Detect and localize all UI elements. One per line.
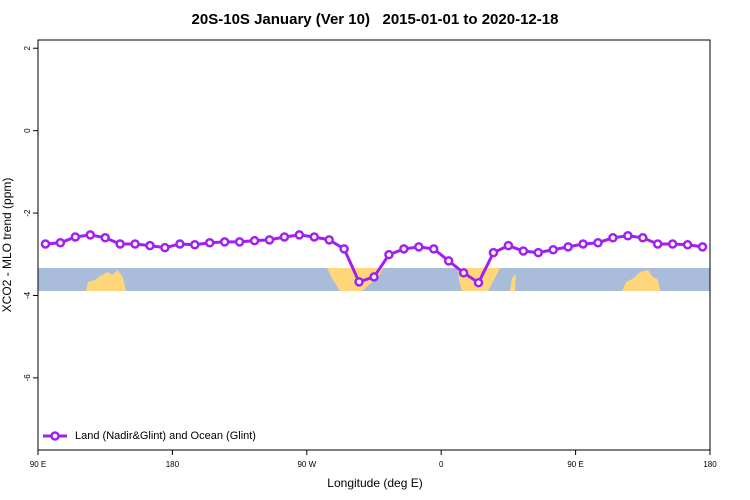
point bbox=[578, 239, 588, 249]
point bbox=[667, 239, 678, 249]
y-tick-label: -4 bbox=[23, 291, 32, 299]
land bbox=[86, 270, 126, 291]
point bbox=[548, 244, 558, 255]
x-tick-label: 90 E bbox=[30, 460, 46, 469]
point bbox=[414, 242, 424, 252]
point bbox=[428, 244, 439, 254]
point bbox=[40, 239, 51, 249]
point bbox=[384, 249, 394, 260]
x-tick-label: 180 bbox=[166, 460, 180, 469]
land bbox=[622, 270, 660, 291]
point bbox=[85, 230, 96, 240]
point bbox=[608, 233, 618, 243]
point bbox=[652, 239, 663, 249]
point bbox=[145, 240, 155, 251]
point bbox=[115, 239, 125, 249]
chart-title: 20S-10S January (Ver 10) 2015-01-01 to 2… bbox=[192, 11, 559, 28]
point bbox=[697, 242, 708, 252]
point bbox=[593, 237, 603, 248]
plot-frame bbox=[37, 39, 711, 451]
point bbox=[623, 230, 633, 241]
point bbox=[204, 237, 215, 248]
point bbox=[234, 237, 245, 247]
point bbox=[443, 256, 454, 266]
point bbox=[563, 242, 573, 252]
x-axis-label: Longitude (deg E) bbox=[327, 476, 422, 490]
x-tick-label: 90 E bbox=[567, 460, 583, 469]
point bbox=[130, 239, 140, 249]
point bbox=[339, 244, 349, 254]
point bbox=[190, 240, 200, 250]
point bbox=[249, 235, 260, 246]
point bbox=[354, 277, 364, 287]
point bbox=[324, 235, 334, 245]
legend-marker bbox=[50, 431, 60, 441]
x-tick-label: 0 bbox=[439, 460, 444, 469]
x-tick-label: 180 bbox=[703, 460, 717, 469]
point bbox=[488, 247, 499, 258]
x-tick-label: 90 W bbox=[297, 460, 316, 469]
point bbox=[503, 240, 514, 251]
point bbox=[369, 272, 379, 282]
point bbox=[294, 230, 305, 240]
y-axis-label: XCO2 - MLO trend (ppm) bbox=[0, 178, 14, 313]
point bbox=[399, 244, 409, 254]
point bbox=[264, 235, 275, 245]
point bbox=[70, 232, 81, 242]
point bbox=[533, 247, 544, 258]
point bbox=[458, 268, 469, 278]
y-tick-label: 2 bbox=[23, 45, 32, 50]
y-tick-label: 0 bbox=[23, 128, 32, 133]
legend-label: Land (Nadir&Glint) and Ocean (Glint) bbox=[75, 430, 256, 442]
point bbox=[279, 232, 290, 242]
point bbox=[55, 237, 66, 248]
point bbox=[682, 240, 693, 250]
point bbox=[309, 232, 320, 242]
y-tick-label: -2 bbox=[23, 209, 32, 217]
point bbox=[160, 242, 170, 253]
point bbox=[219, 237, 230, 247]
point bbox=[100, 233, 110, 243]
y-tick-label: -6 bbox=[23, 374, 32, 382]
point bbox=[175, 239, 185, 249]
point bbox=[518, 246, 529, 256]
land bbox=[510, 274, 516, 291]
point bbox=[638, 233, 648, 243]
point bbox=[473, 277, 484, 288]
